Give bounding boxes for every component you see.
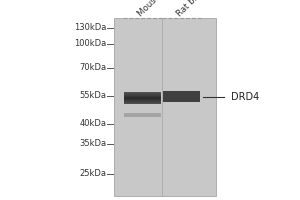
- Bar: [124, 95, 161, 96]
- Text: 25kDa: 25kDa: [80, 170, 106, 178]
- Bar: [124, 96, 161, 97]
- Bar: [162, 18, 201, 196]
- Bar: [124, 101, 161, 102]
- Text: Mouse brain: Mouse brain: [136, 0, 180, 18]
- Bar: [124, 102, 161, 103]
- Text: DRD4: DRD4: [231, 92, 259, 102]
- Text: 100kDa: 100kDa: [74, 40, 106, 48]
- Bar: [124, 100, 161, 101]
- Text: 55kDa: 55kDa: [80, 92, 106, 100]
- Bar: [124, 97, 161, 98]
- Bar: [124, 93, 161, 94]
- Bar: [163, 91, 200, 102]
- Text: 35kDa: 35kDa: [80, 140, 106, 148]
- Bar: [123, 18, 162, 196]
- Bar: [124, 113, 161, 117]
- Bar: [124, 92, 161, 93]
- Text: 70kDa: 70kDa: [80, 64, 106, 72]
- Bar: [114, 18, 216, 196]
- Bar: [124, 99, 161, 100]
- Bar: [124, 94, 161, 95]
- Text: 40kDa: 40kDa: [80, 119, 106, 129]
- Text: Rat brain: Rat brain: [175, 0, 209, 18]
- Bar: [124, 98, 161, 99]
- Bar: [124, 103, 161, 104]
- Text: 130kDa: 130kDa: [74, 23, 106, 32]
